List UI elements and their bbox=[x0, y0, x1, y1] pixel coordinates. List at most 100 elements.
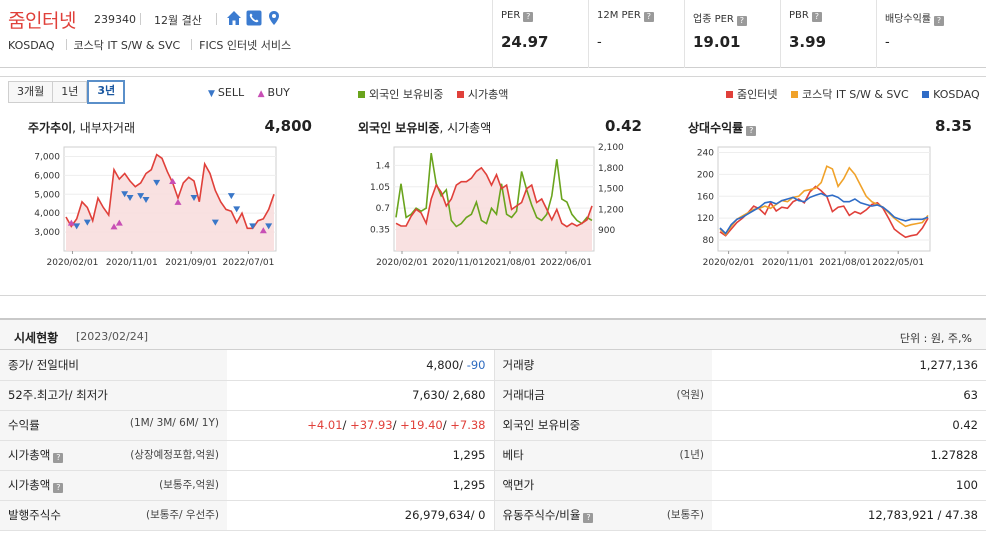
home-icon[interactable] bbox=[226, 10, 242, 26]
chart-value: 4,800 bbox=[264, 117, 312, 135]
tab-3-years[interactable]: 3년 bbox=[87, 80, 126, 104]
metric-sector-per: 업종 PER? 19.01 bbox=[684, 0, 780, 68]
sell-marker bbox=[73, 223, 81, 230]
y2-tick-label: 900 bbox=[598, 226, 615, 236]
row-label: 수익률 (1M/ 3M/ 6M/ 1Y) bbox=[0, 410, 227, 441]
classification-line: KOSDAQ 코스닥 IT S/W & SVC FICS 인터넷 서비스 bbox=[8, 37, 295, 53]
buy-triangle-icon: ▲ bbox=[257, 89, 265, 99]
y-tick-label: 6,000 bbox=[34, 171, 60, 181]
kosdaq-return-line bbox=[719, 192, 929, 235]
table-row: 발행주식수 (보통주/ 우선주) 26,979,634/ 0 유동주식수/비율?(… bbox=[0, 500, 986, 531]
area-fill bbox=[396, 167, 592, 251]
help-icon[interactable]: ? bbox=[746, 126, 757, 136]
divider bbox=[140, 13, 141, 25]
sell-marker bbox=[137, 193, 145, 200]
tab-3-months[interactable]: 3개월 bbox=[8, 81, 54, 103]
x-tick-label: 2020/11/01 bbox=[106, 258, 158, 268]
plot-area bbox=[717, 146, 931, 252]
help-icon[interactable]: ? bbox=[523, 12, 534, 22]
metric-value: 3.99 bbox=[789, 33, 827, 51]
x-tick-label: 2020/11/01 bbox=[762, 258, 814, 268]
help-icon[interactable]: ? bbox=[811, 12, 822, 22]
row-value: 7,630/ 2,680 bbox=[227, 380, 495, 411]
buy-marker bbox=[169, 178, 177, 185]
table-row: 시가총액? (보통주,억원) 1,295 액면가 100 bbox=[0, 470, 986, 501]
help-icon[interactable]: ? bbox=[934, 16, 944, 26]
y-tick-label: 240 bbox=[697, 148, 714, 158]
sell-marker bbox=[142, 196, 150, 203]
y-tick-label: 120 bbox=[697, 214, 714, 224]
x-tick-label: 2021/08/01 bbox=[819, 258, 871, 268]
metric-value: - bbox=[885, 35, 890, 50]
stock-header: 줌인터넷 239340 12월 결산 KOSDAQ 코스닥 IT S/W & SV… bbox=[0, 0, 986, 68]
table-row: 수익률 (1M/ 3M/ 6M/ 1Y) +4.01/ +37.93/ +19.4… bbox=[0, 410, 986, 441]
buy-marker bbox=[67, 219, 75, 226]
y-tick-label: 160 bbox=[697, 192, 714, 202]
company-name: 줌인터넷 bbox=[8, 10, 76, 32]
row-label: 거래량 bbox=[494, 350, 712, 381]
help-icon[interactable]: ? bbox=[643, 12, 654, 22]
sell-marker bbox=[211, 219, 219, 226]
sell-marker bbox=[126, 195, 134, 202]
row-label: 종가/ 전일대비 bbox=[0, 350, 227, 381]
metric-value: 19.01 bbox=[693, 33, 741, 51]
legend-sell: SELL bbox=[217, 86, 245, 99]
row-value: 63 bbox=[712, 380, 986, 411]
y2-tick-label: 2,100 bbox=[598, 143, 624, 153]
relative-return-chart: 80 120 160 200 240 2020/02/01 2020/11/01 2021/0… bbox=[697, 146, 931, 268]
y-tick-label: 1.4 bbox=[376, 161, 391, 171]
chart-title: 주가추이 bbox=[28, 121, 73, 135]
help-icon[interactable]: ? bbox=[53, 453, 64, 463]
relative-return-chart-box: 상대수익률? 8.35 80 120 160 200 240 2020/02/01 2020… bbox=[682, 109, 978, 289]
sell-marker bbox=[265, 223, 273, 230]
help-icon[interactable]: ? bbox=[53, 483, 64, 493]
legend-swatch bbox=[790, 91, 798, 98]
legend-index-label: KOSDAQ bbox=[933, 88, 980, 101]
help-icon[interactable]: ? bbox=[736, 16, 747, 26]
area-fill bbox=[66, 154, 274, 251]
row-label: 베타 (1년) bbox=[494, 440, 712, 471]
location-pin-icon[interactable] bbox=[266, 10, 282, 26]
row-label: 시가총액? (상장예정포함,억원) bbox=[0, 440, 227, 471]
company-return-line bbox=[719, 185, 929, 239]
metric-label: 배당수익률 bbox=[885, 14, 931, 25]
x-tick-label: 2021/08/01 bbox=[484, 258, 536, 268]
foreign-ratio-line bbox=[395, 152, 593, 228]
y-tick-label: 5,000 bbox=[34, 190, 60, 200]
sell-marker bbox=[227, 193, 235, 200]
metric-label: PBR bbox=[789, 10, 809, 21]
foreign-chart: 0.35 0.7 1.05 1.4 900 1,200 1,500 1,800 2,100 202… bbox=[370, 143, 624, 268]
metric-per: PER? 24.97 bbox=[492, 0, 588, 68]
legend-trades: ▼ SELL ▲ BUY bbox=[208, 86, 300, 99]
sell-triangle-icon: ▼ bbox=[208, 89, 215, 99]
y2-tick-label: 1,800 bbox=[598, 164, 624, 174]
row-label: 액면가 bbox=[494, 470, 712, 501]
row-label: 발행주식수 (보통주/ 우선주) bbox=[0, 500, 227, 531]
chart-title: 상대수익률 bbox=[688, 121, 744, 135]
row-value: 1,295 bbox=[227, 470, 495, 501]
row-label: 유동주식수/비율? (보통주) bbox=[494, 500, 712, 531]
help-icon[interactable]: ? bbox=[583, 513, 594, 523]
stock-code: 239340 bbox=[94, 13, 136, 26]
table-row: 종가/ 전일대비 4,800/ -90 거래량 1,277,136 bbox=[0, 350, 986, 381]
metric-label: 업종 PER bbox=[693, 14, 734, 25]
y2-tick-label: 1,200 bbox=[598, 205, 624, 215]
close-change-value: 4,800/ -90 bbox=[227, 350, 495, 381]
x-tick-label: 2022/06/01 bbox=[540, 258, 592, 268]
legend-swatch bbox=[358, 91, 365, 98]
legend-relative: 줌인터넷 코스닥 IT S/W & SVC KOSDAQ bbox=[726, 86, 980, 102]
tab-1-year[interactable]: 1년 bbox=[53, 81, 88, 103]
phone-icon[interactable] bbox=[246, 10, 262, 26]
row-label: 외국인 보유비중 bbox=[494, 410, 712, 441]
chart-value: 8.35 bbox=[934, 117, 972, 135]
buy-marker bbox=[259, 227, 267, 234]
legend-sector-label: 코스닥 IT S/W & SVC bbox=[801, 88, 909, 101]
price-chart-box: 주가추이, 내부자거래 4,800 3,000 4,000 5,000 6,000 7,… bbox=[22, 109, 318, 289]
chart-subtitle: , 내부자거래 bbox=[72, 121, 136, 135]
fics-name: FICS 인터넷 서비스 bbox=[199, 39, 292, 52]
y-tick-label: 7,000 bbox=[34, 152, 60, 162]
metric-pbr: PBR? 3.99 bbox=[780, 0, 876, 68]
metric-label: PER bbox=[501, 10, 521, 21]
metric-label: 12M PER bbox=[597, 10, 641, 21]
y-tick-label: 80 bbox=[703, 236, 715, 246]
